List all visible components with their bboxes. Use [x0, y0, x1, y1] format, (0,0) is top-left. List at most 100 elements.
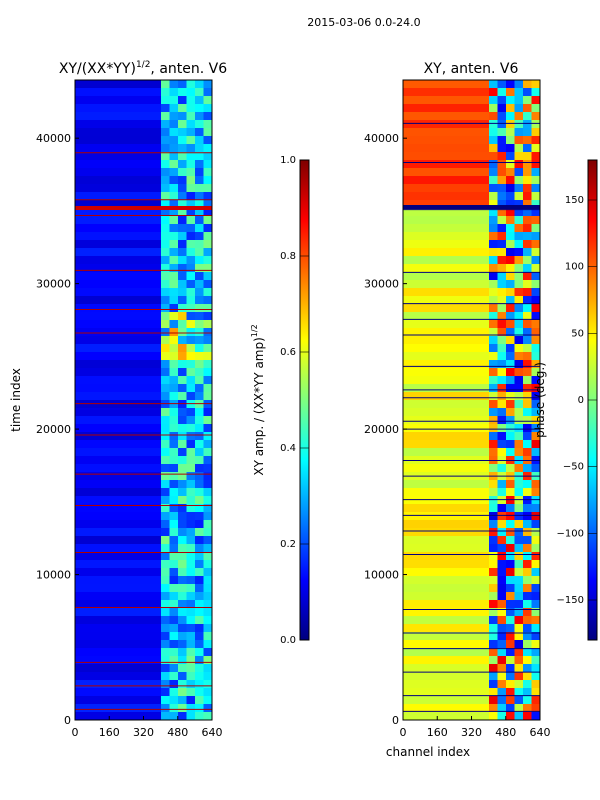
- heatmap-cell: [203, 424, 212, 432]
- heatmap-cell: [178, 664, 187, 672]
- heatmap-cell: [497, 488, 506, 496]
- heatmap-cell: [523, 520, 532, 528]
- heatmap-cell: [523, 320, 532, 328]
- heatmap-cell: [161, 120, 170, 128]
- heatmap-cell: [186, 656, 195, 664]
- heatmap-cell: [203, 296, 212, 304]
- heatmap-cell: [161, 112, 170, 120]
- heatmap-cell: [523, 280, 532, 288]
- heatmap-cell: [531, 240, 540, 248]
- heatmap-cell: [186, 360, 195, 368]
- heatmap-cell: [169, 472, 178, 480]
- heatmap-cell: [523, 512, 532, 520]
- heatmap-cell: [506, 176, 515, 184]
- heatmap-cell: [178, 712, 187, 720]
- heatmap-cell: [514, 264, 523, 272]
- heatmap-cell: [514, 552, 523, 560]
- heatmap-cell: [169, 192, 178, 200]
- heatmap-cell: [169, 200, 178, 208]
- heatmap-cell: [203, 584, 212, 592]
- heatmap-cell: [523, 160, 532, 168]
- amplitude-colorbar: 0.0 0.2 0.4 0.6 0.8 1.0 XY amp. / (XX*YY amp)…: [250, 155, 310, 646]
- heatmap-cell: [489, 624, 498, 632]
- heatmap-cell: [506, 504, 515, 512]
- heatmap-cell: [169, 296, 178, 304]
- heatmap-cell: [75, 408, 161, 416]
- heatmap-cell: [403, 432, 489, 440]
- heatmap-cell: [514, 336, 523, 344]
- heatmap-cell: [178, 248, 187, 256]
- heatmap-cell: [523, 168, 532, 176]
- heatmap-cell: [161, 216, 170, 224]
- heatmap-cell: [506, 264, 515, 272]
- heatmap-cell: [497, 272, 506, 280]
- heatmap-cell: [203, 488, 212, 496]
- heatmap-cell: [531, 352, 540, 360]
- heatmap-cell: [195, 688, 204, 696]
- heatmap-cell: [506, 96, 515, 104]
- heatmap-cell: [195, 120, 204, 128]
- heatmap-cell: [186, 328, 195, 336]
- heatmap-cell: [531, 624, 540, 632]
- heatmap-cell: [514, 248, 523, 256]
- heatmap-cell: [195, 560, 204, 568]
- heatmap-cell: [531, 440, 540, 448]
- heatmap-cell: [506, 280, 515, 288]
- heatmap-cell: [195, 464, 204, 472]
- heatmap-cell: [186, 88, 195, 96]
- heatmap-cell: [186, 432, 195, 440]
- heatmap-cell: [195, 568, 204, 576]
- heatmap-cell: [169, 168, 178, 176]
- heatmap-cell: [161, 512, 170, 520]
- heatmap-cell: [178, 216, 187, 224]
- heatmap-cell: [523, 440, 532, 448]
- heatmap-cell: [186, 536, 195, 544]
- heatmap-cell: [195, 472, 204, 480]
- heatmap-cell: [186, 288, 195, 296]
- heatmap-cell: [195, 512, 204, 520]
- heatmap-cell: [75, 680, 161, 688]
- heatmap-cell: [489, 488, 498, 496]
- heatmap-cell: [523, 152, 532, 160]
- heatmap-cell: [161, 128, 170, 136]
- heatmap-cell: [531, 184, 540, 192]
- heatmap-cell: [489, 640, 498, 648]
- heatmap-cell: [161, 352, 170, 360]
- heatmap-cell: [523, 640, 532, 648]
- heatmap-cell: [531, 320, 540, 328]
- heatmap-cell: [403, 528, 489, 536]
- heatmap-cell: [531, 256, 540, 264]
- heatmap-cell: [497, 80, 506, 88]
- heatmap-cell: [186, 680, 195, 688]
- heatmap-cell: [514, 400, 523, 408]
- amplitude-ylabel: time index: [9, 368, 23, 432]
- heatmap-cell: [186, 112, 195, 120]
- heatmap-cell: [489, 184, 498, 192]
- y-tick-label: 10000: [364, 569, 399, 582]
- heatmap-cell: [531, 168, 540, 176]
- heatmap-cell: [178, 88, 187, 96]
- heatmap-cell: [203, 96, 212, 104]
- heatmap-cell: [186, 80, 195, 88]
- heatmap-cell: [531, 312, 540, 320]
- heatmap-cell: [169, 576, 178, 584]
- heatmap-cell: [178, 152, 187, 160]
- heatmap-cell: [506, 664, 515, 672]
- heatmap-cell: [186, 296, 195, 304]
- heatmap-cell: [403, 96, 489, 104]
- heatmap-cell: [523, 664, 532, 672]
- heatmap-cell: [75, 432, 161, 440]
- heatmap-cell: [489, 584, 498, 592]
- heatmap-cell: [523, 128, 532, 136]
- heatmap-cell: [489, 648, 498, 656]
- heatmap-cell: [497, 696, 506, 704]
- heatmap-cell: [75, 240, 161, 248]
- heatmap-cell: [403, 152, 489, 160]
- heatmap-cell: [186, 280, 195, 288]
- heatmap-cell: [497, 112, 506, 120]
- colorbar-tick-label: 0.2: [280, 539, 296, 550]
- heatmap-cell: [75, 312, 161, 320]
- heatmap-cell: [203, 680, 212, 688]
- heatmap-cell: [169, 376, 178, 384]
- heatmap-cell: [489, 104, 498, 112]
